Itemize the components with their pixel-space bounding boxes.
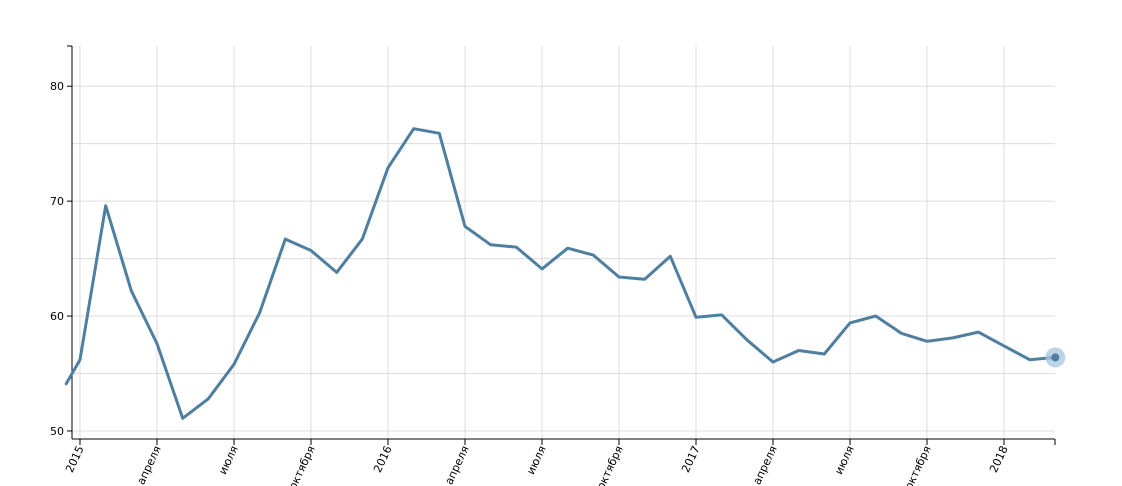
x-tick-label: июля: [524, 444, 548, 477]
x-tick-label: октября: [594, 444, 626, 486]
x-tick-label: октября: [286, 444, 318, 486]
x-tick-label: июля: [832, 444, 856, 477]
y-tick-label: 80: [50, 80, 64, 93]
y-tick-label: 70: [50, 195, 64, 208]
grid: [72, 46, 1055, 439]
x-tick-label: 2017: [679, 444, 703, 475]
x-tick-label: 2015: [63, 444, 87, 475]
markers: [1045, 347, 1066, 368]
x-tick-label: апреля: [134, 444, 163, 486]
x-tick-label: 2018: [987, 444, 1011, 475]
x-tick-label: апреля: [750, 444, 779, 486]
y-tick-label: 60: [50, 310, 64, 323]
x-tick-label: 2016: [371, 444, 395, 475]
highlight-point[interactable]: [1051, 353, 1060, 362]
series: [64, 127, 1057, 420]
axes: 50 60 70 80 2015 апреля июля октября 2016 апреля и…: [50, 45, 1056, 486]
x-tick-label: апреля: [442, 444, 471, 486]
series-line: [64, 127, 1057, 420]
y-tick-label: 50: [50, 425, 64, 438]
x-tick-label: июля: [216, 444, 240, 477]
x-tick-label: октября: [902, 444, 934, 486]
